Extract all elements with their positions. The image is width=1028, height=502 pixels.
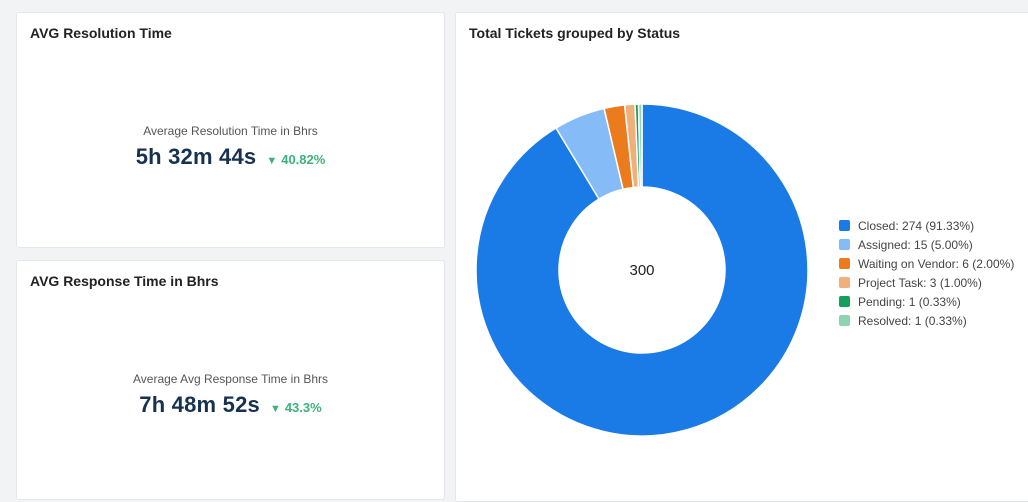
trend-badge: ▼ 40.82% [266,152,325,167]
legend-item-project-task[interactable]: Project Task: 3 (1.00%) [839,273,1014,292]
legend-label: Closed: 274 (91.33%) [858,218,975,233]
legend-item-closed[interactable]: Closed: 274 (91.33%) [839,216,1014,235]
card-title: AVG Response Time in Bhrs [30,273,219,289]
avg-response-card: AVG Response Time in Bhrs Average Avg Re… [16,260,445,500]
resolution-metric: Average Resolution Time in Bhrs 5h 32m 4… [17,124,444,170]
card-title: AVG Resolution Time [30,25,172,41]
metric-value: 7h 48m 52s [139,392,260,417]
legend-label: Waiting on Vendor: 6 (2.00%) [858,256,1015,271]
response-metric: Average Avg Response Time in Bhrs 7h 48m… [17,372,444,418]
donut-slice-resolved[interactable] [637,103,643,188]
legend-item-pending[interactable]: Pending: 1 (0.33%) [839,292,1014,311]
legend-swatch [839,296,850,307]
legend-swatch [839,258,850,269]
triangle-down-icon: ▼ [266,155,278,167]
legend-item-waiting-on-vendor[interactable]: Waiting on Vendor: 6 (2.00%) [839,254,1014,273]
legend-label: Assigned: 15 (5.00%) [858,237,973,252]
trend-value: 40.82% [281,152,326,167]
legend-label: Project Task: 3 (1.00%) [858,275,982,290]
donut-slice-closed[interactable] [475,103,809,437]
donut-center-total: 300 [629,262,654,279]
triangle-down-icon: ▼ [269,403,281,415]
avg-resolution-card: AVG Resolution Time Average Resolution T… [16,12,445,248]
tickets-by-status-card: Total Tickets grouped by Status 300 Clos… [455,12,1028,502]
legend-label: Resolved: 1 (0.33%) [858,313,967,328]
trend-value: 43.3% [284,400,322,415]
legend-label: Pending: 1 (0.33%) [858,294,961,309]
donut-chart: 300 [475,103,809,437]
metric-label: Average Avg Response Time in Bhrs [133,372,328,386]
metric-value: 5h 32m 44s [135,144,257,169]
legend-swatch [839,239,850,250]
metric-label: Average Resolution Time in Bhrs [143,124,318,138]
legend-swatch [839,220,850,231]
chart-legend: Closed: 274 (91.33%) Assigned: 15 (5.00%)… [839,216,1014,330]
legend-swatch [839,315,850,326]
legend-swatch [839,277,850,288]
trend-badge: ▼ 43.3% [270,400,322,415]
legend-item-assigned[interactable]: Assigned: 15 (5.00%) [839,235,1014,254]
card-title: Total Tickets grouped by Status [469,25,681,41]
legend-item-resolved[interactable]: Resolved: 1 (0.33%) [839,311,1014,330]
